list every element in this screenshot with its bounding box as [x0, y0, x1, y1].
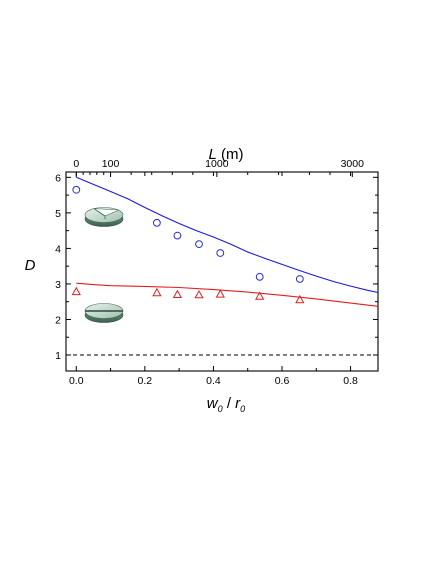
- circle-point: [173, 231, 182, 240]
- x-axis-label: w0 / r0: [207, 395, 245, 414]
- top-x-axis-unit: (m): [217, 146, 244, 163]
- triangle-point: [172, 289, 183, 298]
- triangle-point: [152, 287, 162, 297]
- triangle-point: [194, 289, 204, 299]
- inset-disk-wedge: [84, 207, 124, 227]
- x-axis-var-r: r: [235, 395, 241, 412]
- plot-frame: [65, 171, 379, 372]
- inset-disk-slit: [84, 303, 124, 323]
- y-tick-label: 6: [55, 172, 61, 184]
- triangle-point: [255, 291, 265, 300]
- inset-disk-wedge-wedge-wall: [93, 208, 106, 219]
- circle-point: [255, 272, 264, 281]
- triangle-point: [71, 286, 81, 296]
- x-axis-sub-w: 0: [218, 404, 223, 414]
- x-axis-sub-r: 0: [240, 404, 245, 414]
- top-x-axis-label: L (m): [209, 146, 244, 163]
- top-x-tick-label: 100: [102, 158, 120, 170]
- x-tick-label: 0.2: [138, 375, 153, 387]
- circle-point: [195, 240, 203, 249]
- y-axis-label: D: [25, 257, 36, 274]
- y-tick-label: 1: [55, 350, 61, 362]
- circle-point: [216, 249, 225, 257]
- plot-border: [65, 171, 379, 372]
- axis-ticks: [66, 172, 378, 371]
- circle-point: [72, 185, 81, 194]
- tick-labels: 0.0 0.2 0.4 0.6 0.8 1 2 3 4 5 60 100 1000 3000: [55, 158, 364, 387]
- y-tick-label: 3: [55, 279, 61, 291]
- triangle-point: [215, 289, 225, 298]
- circle-point: [152, 218, 161, 227]
- fit-line-2: [76, 176, 379, 294]
- x-tick-label: 0.0: [69, 375, 84, 387]
- x-tick-label: 0.6: [275, 375, 290, 387]
- top-x-tick-label: 0: [73, 158, 79, 170]
- top-x-tick-label: 3000: [341, 158, 365, 170]
- top-x-tick-label: 1000: [205, 158, 229, 170]
- fit-line-3: [76, 282, 379, 307]
- data-series: [66, 176, 379, 356]
- triangle-point: [295, 294, 305, 304]
- y-tick-label: 4: [55, 243, 61, 255]
- top-x-axis-var: L: [209, 146, 217, 163]
- y-tick-label: 5: [55, 208, 61, 220]
- x-axis-separator: /: [223, 395, 236, 412]
- inset-illustrations: [84, 207, 124, 323]
- y-tick-label: 2: [55, 314, 61, 326]
- x-axis-var-w: w: [207, 395, 219, 412]
- x-tick-label: 0.8: [343, 375, 358, 387]
- circle-point: [295, 275, 304, 283]
- x-tick-label: 0.4: [206, 375, 221, 387]
